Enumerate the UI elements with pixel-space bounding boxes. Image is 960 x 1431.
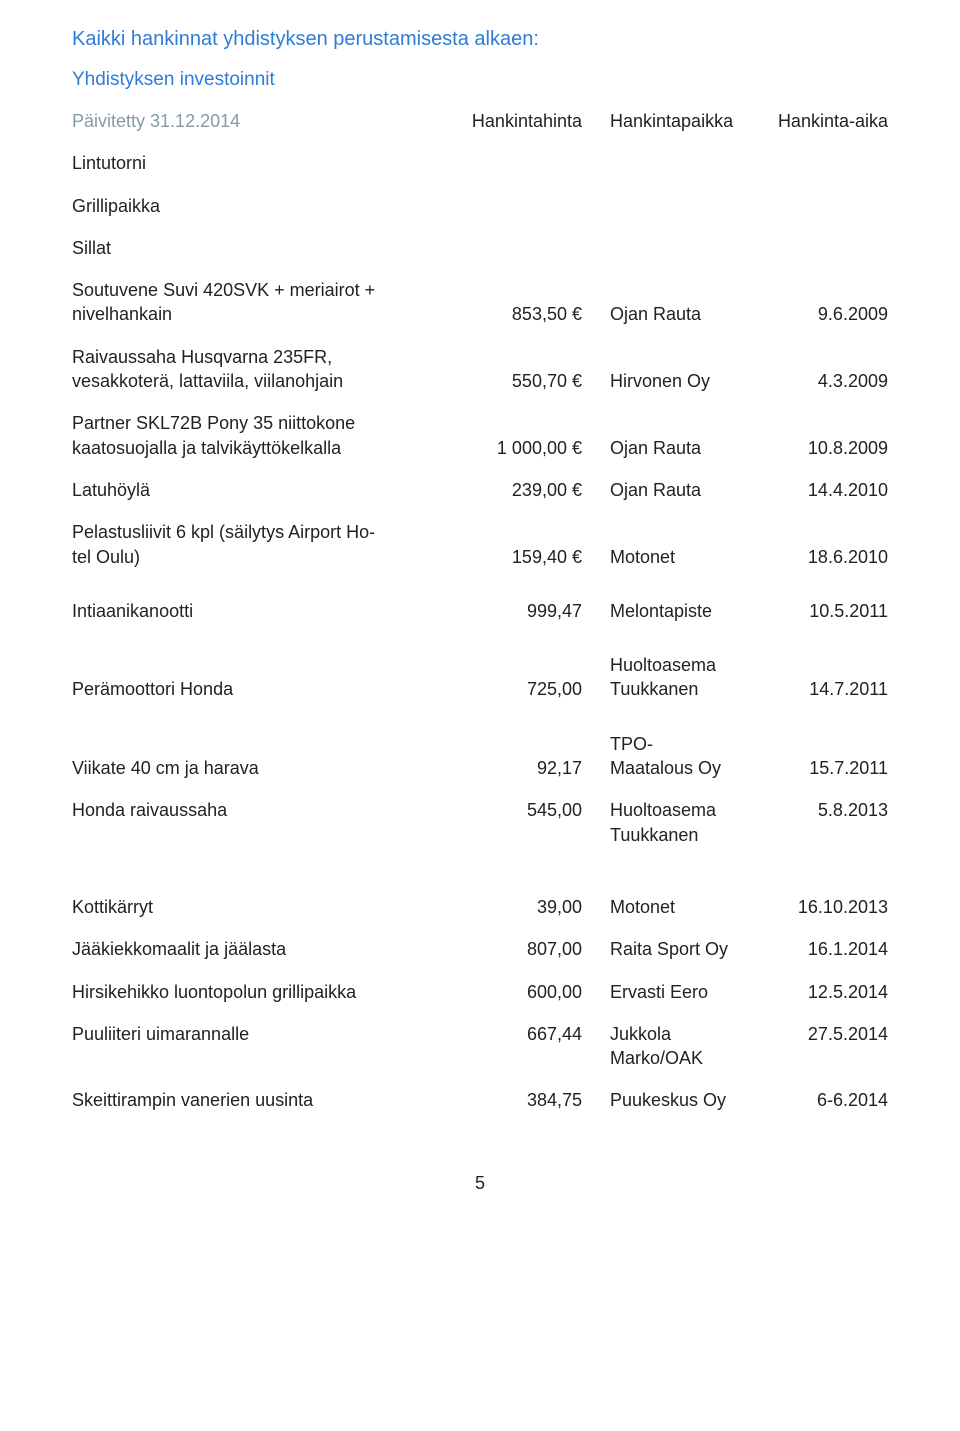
row-latuhoyla: Latuhöylä 239,00 € Ojan Rauta 14.4.2010 [72, 478, 888, 502]
item-price: 92,17 [432, 756, 610, 780]
item-name: Honda raivaussaha [72, 798, 432, 822]
row-raivaus-l2: vesakkoterä, lattaviila, viilanohjain 55… [72, 369, 888, 393]
item-date: 5.8.2013 [768, 798, 888, 822]
row-partner-l2: kaatosuojalla ja talvikäyttökelkalla 1 0… [72, 436, 888, 460]
heading-investments: Yhdistyksen investoinnit [72, 69, 888, 91]
item-price: 384,75 [432, 1088, 610, 1112]
item-name: Raivaussaha Husqvarna 235FR, [72, 345, 432, 369]
item-shop: Ojan Rauta [610, 302, 768, 326]
row-viikate-l1: TPO- [72, 732, 888, 756]
item-shop: Raita Sport Oy [610, 937, 768, 961]
row-hirsikehikko: Hirsikehikko luontopolun grillipaikka 60… [72, 980, 888, 1004]
item-shop: Tuukkanen [610, 677, 768, 701]
item-name: Skeittirampin vanerien uusinta [72, 1088, 432, 1112]
item-date: 18.6.2010 [768, 545, 888, 569]
item-date: 15.7.2011 [768, 756, 888, 780]
row-peramoottori-l1: Huoltoasema [72, 653, 888, 677]
row-soutuvene-l1: Soutuvene Suvi 420SVK + meriairot + [72, 278, 888, 302]
item-price: 853,50 € [432, 302, 610, 326]
item-name: Viikate 40 cm ja harava [72, 756, 432, 780]
item-date: 14.7.2011 [768, 677, 888, 701]
item-name: Partner SKL72B Pony 35 niittokone [72, 411, 432, 435]
row-hondaraivaus-l2: Tuukkanen [72, 823, 888, 847]
row-viikate-l2: Viikate 40 cm ja harava 92,17 Maatalous … [72, 756, 888, 780]
item-name: Perämoottori Honda [72, 677, 432, 701]
item-shop: Huoltoasema [610, 798, 768, 822]
item-price: 600,00 [432, 980, 610, 1004]
item-shop: Puukeskus Oy [610, 1088, 768, 1112]
item-shop: Motonet [610, 545, 768, 569]
row-grillipaikka: Grillipaikka [72, 194, 888, 218]
row-kottikarryt: Kottikärryt 39,00 Motonet 16.10.2013 [72, 895, 888, 919]
item-name: vesakkoterä, lattaviila, viilanohjain [72, 369, 432, 393]
purchases-table: Päivitetty 31.12.2014 Hankintahinta Hank… [72, 109, 888, 1113]
item-shop: Jukkola Marko/OAK [610, 1022, 768, 1071]
row-puuliiteri: Puuliiteri uimarannalle 667,44 Jukkola M… [72, 1022, 888, 1071]
item-date: 10.5.2011 [768, 599, 888, 623]
row-peramoottori-l2: Perämoottori Honda 725,00 Tuukkanen 14.7… [72, 677, 888, 701]
item-name: Hirsikehikko luontopolun grillipaikka [72, 980, 432, 1004]
row-raivaus-l1: Raivaussaha Husqvarna 235FR, [72, 345, 888, 369]
item-shop: Motonet [610, 895, 768, 919]
row-hondaraivaus-l1: Honda raivaussaha 545,00 Huoltoasema 5.8… [72, 798, 888, 822]
item-name: Lintutorni [72, 151, 432, 175]
header-row: Päivitetty 31.12.2014 Hankintahinta Hank… [72, 109, 888, 133]
item-name: Kottikärryt [72, 895, 432, 919]
row-partner-l1: Partner SKL72B Pony 35 niittokone [72, 411, 888, 435]
item-price: 550,70 € [432, 369, 610, 393]
item-name: Puuliiteri uimarannalle [72, 1022, 432, 1071]
item-name: Jääkiekkomaalit ja jäälasta [72, 937, 432, 961]
item-shop: Ojan Rauta [610, 436, 768, 460]
item-name: Latuhöylä [72, 478, 432, 502]
row-pelastus-l1: Pelastusliivit 6 kpl (säilytys Airport H… [72, 520, 888, 544]
item-date: 12.5.2014 [768, 980, 888, 1004]
col-header-time: Hankinta-aika [768, 109, 888, 133]
page-number: 5 [72, 1173, 888, 1194]
item-name: tel Oulu) [72, 545, 432, 569]
item-date: 16.1.2014 [768, 937, 888, 961]
item-shop: Ojan Rauta [610, 478, 768, 502]
item-price: 999,47 [432, 599, 610, 623]
col-header-place: Hankintapaikka [610, 109, 768, 133]
row-sillat: Sillat [72, 236, 888, 260]
row-skeittiramppi: Skeittirampin vanerien uusinta 384,75 Pu… [72, 1088, 888, 1112]
item-date: 16.10.2013 [768, 895, 888, 919]
item-price: 807,00 [432, 937, 610, 961]
item-price: 725,00 [432, 677, 610, 701]
item-date: 4.3.2009 [768, 369, 888, 393]
item-shop: TPO- [610, 732, 768, 756]
row-jaakiekko: Jääkiekkomaalit ja jäälasta 807,00 Raita… [72, 937, 888, 961]
item-name: Pelastusliivit 6 kpl (säilytys Airport H… [72, 520, 432, 544]
item-shop: Huoltoasema [610, 653, 768, 677]
item-name: Grillipaikka [72, 194, 432, 218]
item-price: 159,40 € [432, 545, 610, 569]
heading-all-purchases: Kaikki hankinnat yhdistyksen perustamise… [72, 28, 888, 51]
item-name: Intiaanikanootti [72, 599, 432, 623]
item-price: 239,00 € [432, 478, 610, 502]
item-date: 10.8.2009 [768, 436, 888, 460]
item-date: 9.6.2009 [768, 302, 888, 326]
item-shop: Melontapiste [610, 599, 768, 623]
item-date: 14.4.2010 [768, 478, 888, 502]
item-shop: Tuukkanen [610, 823, 768, 847]
item-price: 39,00 [432, 895, 610, 919]
row-lintutorni: Lintutorni [72, 151, 888, 175]
item-name: Soutuvene Suvi 420SVK + meriairot + [72, 278, 432, 302]
item-shop: Ervasti Eero [610, 980, 768, 1004]
item-price: 545,00 [432, 798, 610, 822]
item-price: 667,44 [432, 1022, 610, 1071]
item-name: kaatosuojalla ja talvikäyttökelkalla [72, 436, 432, 460]
item-date: 6-6.2014 [768, 1088, 888, 1112]
col-header-price: Hankintahinta [432, 109, 610, 133]
item-shop: Hirvonen Oy [610, 369, 768, 393]
row-intiaani: Intiaanikanootti 999,47 Melontapiste 10.… [72, 599, 888, 623]
item-name: Sillat [72, 236, 432, 260]
item-price: 1 000,00 € [432, 436, 610, 460]
item-name: nivelhankain [72, 302, 432, 326]
row-soutuvene-l2: nivelhankain 853,50 € Ojan Rauta 9.6.200… [72, 302, 888, 326]
item-shop: Maatalous Oy [610, 756, 768, 780]
row-pelastus-l2: tel Oulu) 159,40 € Motonet 18.6.2010 [72, 545, 888, 569]
updated-date: Päivitetty 31.12.2014 [72, 111, 240, 131]
item-date: 27.5.2014 [768, 1022, 888, 1071]
